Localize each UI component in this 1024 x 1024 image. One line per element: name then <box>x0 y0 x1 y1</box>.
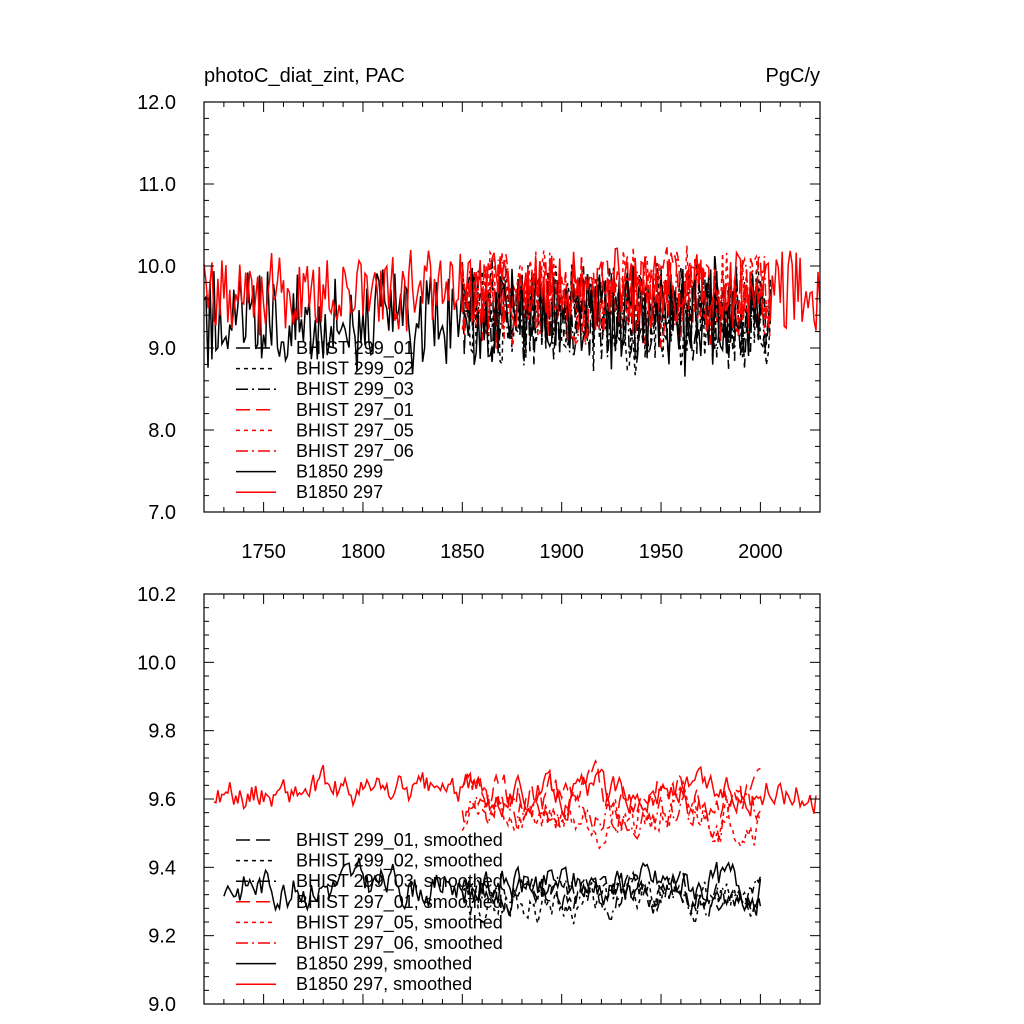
bottom-y-tick-label: 9.4 <box>148 857 176 879</box>
bottom-y-tick-label: 9.8 <box>148 721 176 743</box>
top-x-tick-label: 2000 <box>738 541 783 563</box>
bottom-legend-label: BHIST 299_02, smoothed <box>296 851 503 872</box>
chart-title: photoC_diat_zint, PAC <box>204 65 405 87</box>
chart-units: PgC/y <box>766 65 820 87</box>
bottom-ticks: 9.0 9.2 9.4 9.6 9.8 10.0 10.2 <box>137 584 820 1016</box>
top-legend-label: BHIST 299_02 <box>296 359 414 380</box>
bottom-y-tick-label: 9.2 <box>148 926 176 948</box>
bottom-y-tick-label: 10.2 <box>137 584 176 606</box>
bottom-y-tick-label: 9.6 <box>148 789 176 811</box>
bottom-legend-label: BHIST 297_01, smoothed <box>296 892 503 913</box>
top-legend-label: BHIST 299_03 <box>296 379 414 400</box>
top-legend-label: BHIST 299_01 <box>296 338 414 359</box>
bottom-panel: 9.0 9.2 9.4 9.6 9.8 10.0 10.2 BHIST 299_01, sm… <box>137 584 821 1016</box>
bottom-series-line-8 <box>213 764 817 822</box>
top-legend-label: B1850 299 <box>296 462 383 482</box>
top-x-tick-label: 1950 <box>639 541 684 563</box>
bottom-series-group <box>213 759 817 927</box>
top-series-group <box>203 245 821 377</box>
bottom-y-tick-label: 9.0 <box>148 994 176 1016</box>
top-y-tick-label: 10.0 <box>137 256 176 278</box>
top-y-tick-label: 9.0 <box>148 338 176 360</box>
top-y-tick-label: 11.0 <box>139 174 176 196</box>
bottom-series-line-3 <box>461 870 762 921</box>
top-x-tick-label: 1850 <box>440 541 485 563</box>
bottom-y-tick-label: 10.0 <box>137 652 176 674</box>
top-x-tick-label: 1800 <box>341 541 386 563</box>
bottom-series-line-6 <box>461 785 762 843</box>
top-x-tick-label: 1750 <box>241 541 286 563</box>
bottom-series-line-7 <box>223 857 762 916</box>
bottom-legend-label: BHIST 299_01, smoothed <box>296 830 503 851</box>
top-x-tick-label: 1900 <box>539 541 584 563</box>
bottom-legend-label: BHIST 299_03, smoothed <box>296 871 503 892</box>
top-ticks: 7.0 8.0 9.0 10.0 11.0 12.0 1750 1800 1850 1900 195… <box>137 92 820 563</box>
bottom-legend-label: B1850 297, smoothed <box>296 974 472 994</box>
top-legend-label: B1850 297 <box>296 482 383 502</box>
bottom-legend-label: B1850 299, smoothed <box>296 954 472 974</box>
top-legend-label: BHIST 297_05 <box>296 420 414 441</box>
bottom-legend-label: BHIST 297_06, smoothed <box>296 933 503 954</box>
bottom-series-line-4 <box>461 759 761 820</box>
top-legend-label: BHIST 297_06 <box>296 441 414 462</box>
bottom-legend-label: BHIST 297_05, smoothed <box>296 912 503 933</box>
top-y-tick-label: 12.0 <box>137 92 176 114</box>
top-panel: photoC_diat_zint, PAC PgC/y 7.0 8.0 9.0 10.… <box>137 65 821 563</box>
top-y-tick-label: 7.0 <box>148 502 176 524</box>
top-plot-frame <box>203 101 821 513</box>
top-y-tick-label: 8.0 <box>148 420 176 442</box>
top-legend-label: BHIST 297_01 <box>296 400 414 421</box>
bottom-series-line-5 <box>461 779 762 850</box>
top-series-line-8 <box>203 247 821 336</box>
